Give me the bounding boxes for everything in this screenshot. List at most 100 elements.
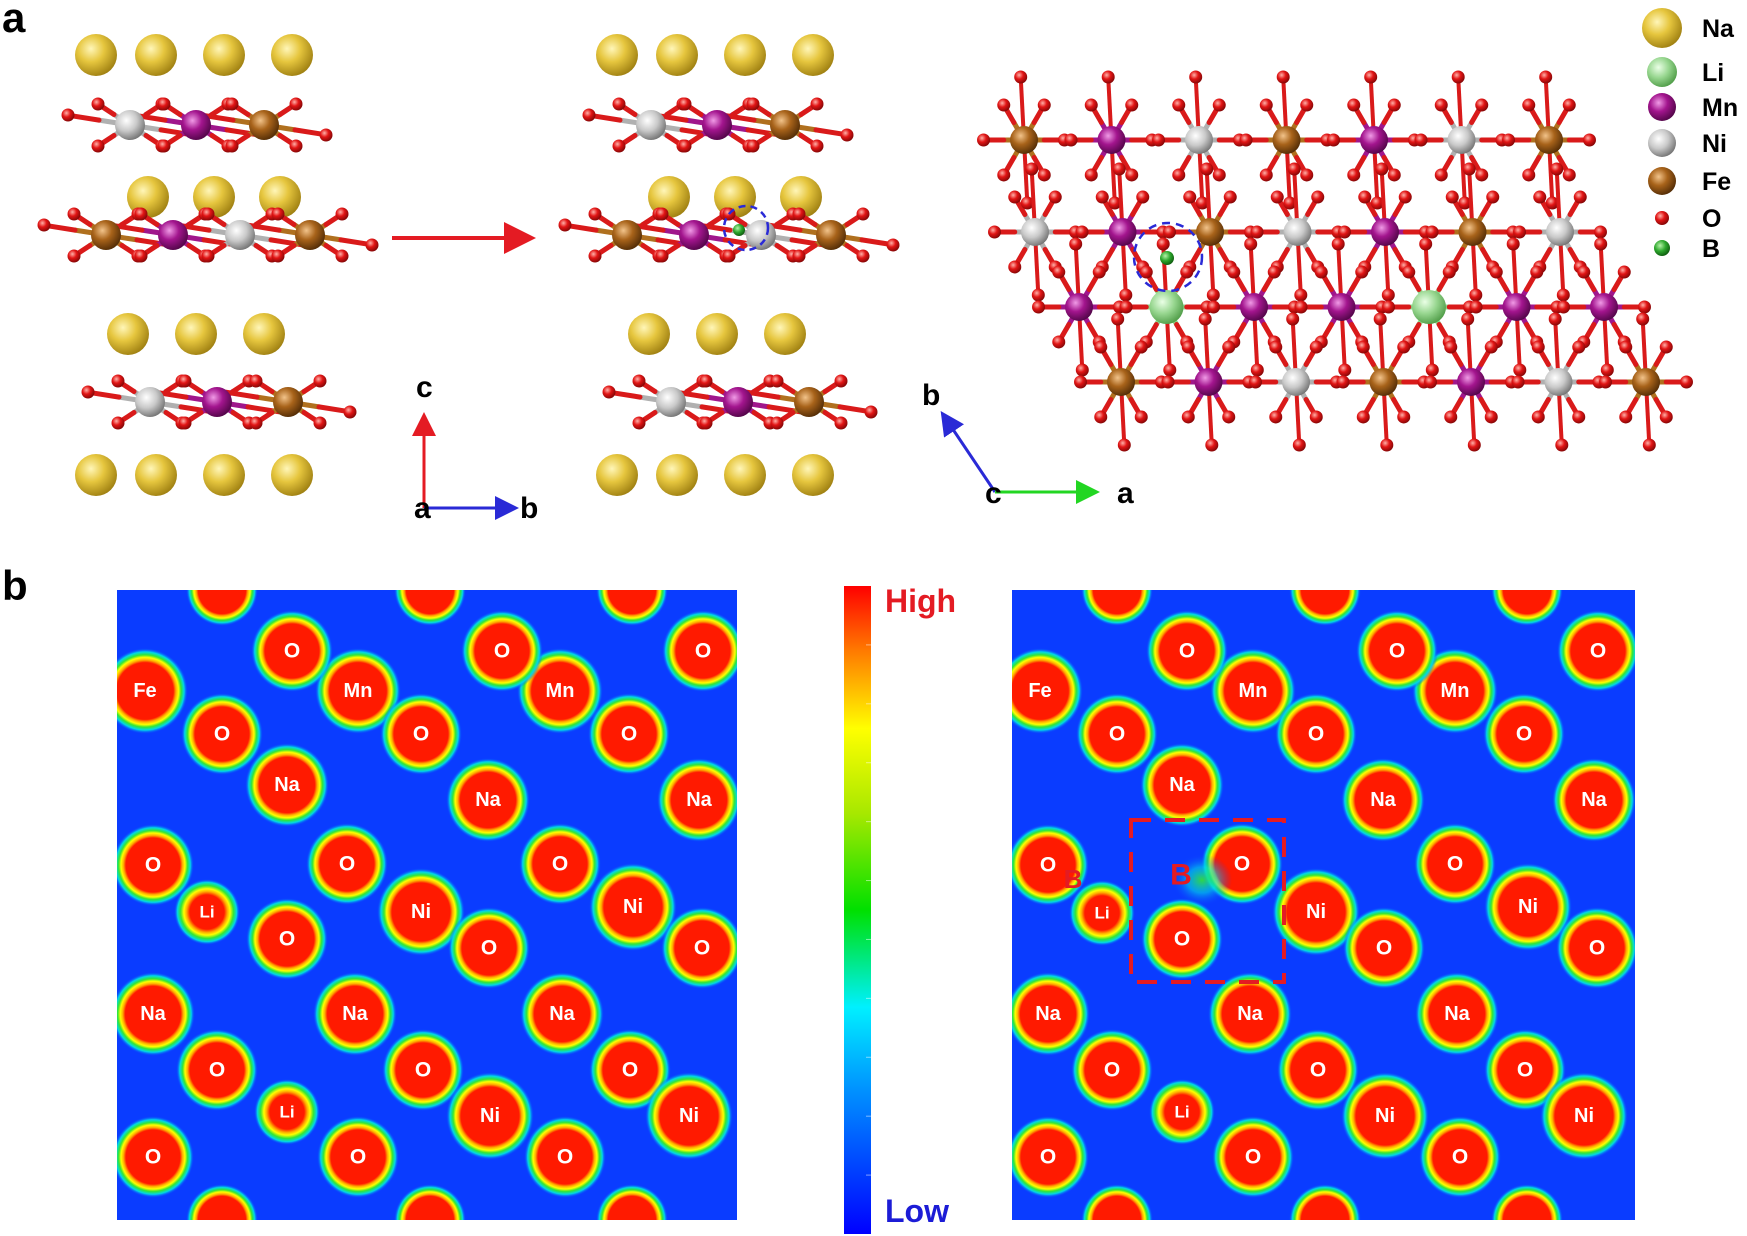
fe-atom — [91, 220, 121, 250]
na-atom — [780, 176, 822, 218]
mn-atom — [1371, 218, 1399, 246]
fe-atom — [1196, 218, 1224, 246]
o-atom — [1112, 162, 1126, 176]
mn-label: Mn — [1441, 680, 1470, 702]
o-atom — [1139, 265, 1153, 279]
o-atom — [1347, 98, 1361, 112]
o-atom — [1069, 237, 1083, 251]
o-atom — [1424, 375, 1438, 389]
o-atom — [1531, 410, 1545, 424]
fe-atom — [295, 220, 325, 250]
o-label: O — [209, 1059, 225, 1082]
na-atom — [596, 34, 638, 76]
o-atom — [1370, 196, 1384, 210]
edge-atom-density — [1491, 590, 1563, 626]
o-atom — [678, 97, 692, 111]
o-density — [1557, 610, 1635, 692]
na-atom — [696, 313, 738, 355]
o-atom — [289, 139, 303, 153]
ni-atom — [636, 110, 666, 140]
ni-atom — [1546, 218, 1574, 246]
na-label: Na — [1581, 789, 1607, 811]
o-atom — [1327, 133, 1341, 147]
o-density — [176, 1029, 258, 1111]
legend-label-li: Li — [1702, 59, 1724, 87]
o-atom — [997, 168, 1011, 182]
o-atom — [1244, 237, 1258, 251]
legend: Na Li Mn Ni Fe OB — [1642, 8, 1738, 263]
o-density — [251, 610, 333, 692]
o-atom — [1381, 288, 1395, 302]
mn-atom — [723, 387, 753, 417]
edge-atom-density — [596, 590, 668, 626]
o-label: O — [145, 854, 161, 877]
fe-atom — [249, 110, 279, 140]
na-atom — [203, 454, 245, 496]
o-atom — [1136, 190, 1150, 204]
o-atom — [1163, 363, 1177, 377]
o-atom — [1020, 196, 1034, 210]
o-density — [380, 693, 462, 775]
bond — [744, 389, 781, 400]
o-atom — [1659, 340, 1673, 354]
o-atom — [61, 108, 75, 122]
o-label: O — [1389, 640, 1405, 663]
o-label: O — [413, 723, 429, 746]
o-atom — [1125, 168, 1139, 182]
o-label: O — [695, 640, 711, 663]
na-atom — [792, 454, 834, 496]
edge-atom-density — [394, 1184, 466, 1220]
mn-atom — [679, 220, 709, 250]
o-atom — [1294, 288, 1308, 302]
na-density — [520, 972, 604, 1056]
ni-label: Ni — [1306, 901, 1326, 923]
o-atom — [1212, 168, 1226, 182]
ni-label: Ni — [1375, 1105, 1395, 1127]
o-atom — [201, 207, 215, 221]
o-density — [181, 693, 263, 775]
o-atom — [1064, 133, 1078, 147]
fe-density — [117, 648, 188, 734]
o-atom — [67, 249, 81, 263]
o-atom — [655, 249, 669, 263]
o-atom — [1189, 70, 1203, 84]
o-atom — [1239, 133, 1253, 147]
o-atom — [1250, 225, 1264, 239]
o-atom — [1562, 168, 1576, 182]
o-atom — [1442, 265, 1456, 279]
o-atom — [1469, 300, 1483, 314]
mn-atom — [158, 220, 188, 250]
o-atom — [1397, 340, 1411, 354]
o-atom — [1445, 190, 1459, 204]
o-atom — [1502, 133, 1516, 147]
o-atom — [1338, 363, 1352, 377]
o-atom — [1152, 133, 1166, 147]
colorbar-high-label: High — [885, 583, 956, 619]
o-atom — [289, 97, 303, 111]
fe-atom — [1010, 126, 1038, 154]
o-atom — [1461, 312, 1475, 326]
o-atom — [1125, 98, 1139, 112]
o-atom — [1108, 196, 1122, 210]
ni-atom — [1447, 126, 1476, 154]
o-atom — [1267, 265, 1281, 279]
o-density — [1212, 1116, 1294, 1198]
mn-atom — [1327, 293, 1356, 321]
legend-swatch-na — [1642, 8, 1682, 48]
o-atom — [1161, 375, 1175, 389]
mn-label: Mn — [1239, 680, 1268, 702]
na-atom — [193, 176, 235, 218]
o-label: O — [1234, 853, 1250, 876]
o-atom — [632, 374, 646, 388]
fe-atom — [612, 220, 642, 250]
boron-label-left: B — [1064, 864, 1083, 894]
legend-swatch-ni — [1648, 129, 1676, 157]
o-atom — [1356, 340, 1370, 354]
o-atom — [1530, 265, 1544, 279]
o-atom — [1533, 190, 1547, 204]
o-atom — [810, 97, 824, 111]
o-atom — [1582, 133, 1596, 147]
o-atom — [1094, 410, 1108, 424]
boron-highlight-box — [1129, 818, 1286, 984]
o-atom — [67, 207, 81, 221]
